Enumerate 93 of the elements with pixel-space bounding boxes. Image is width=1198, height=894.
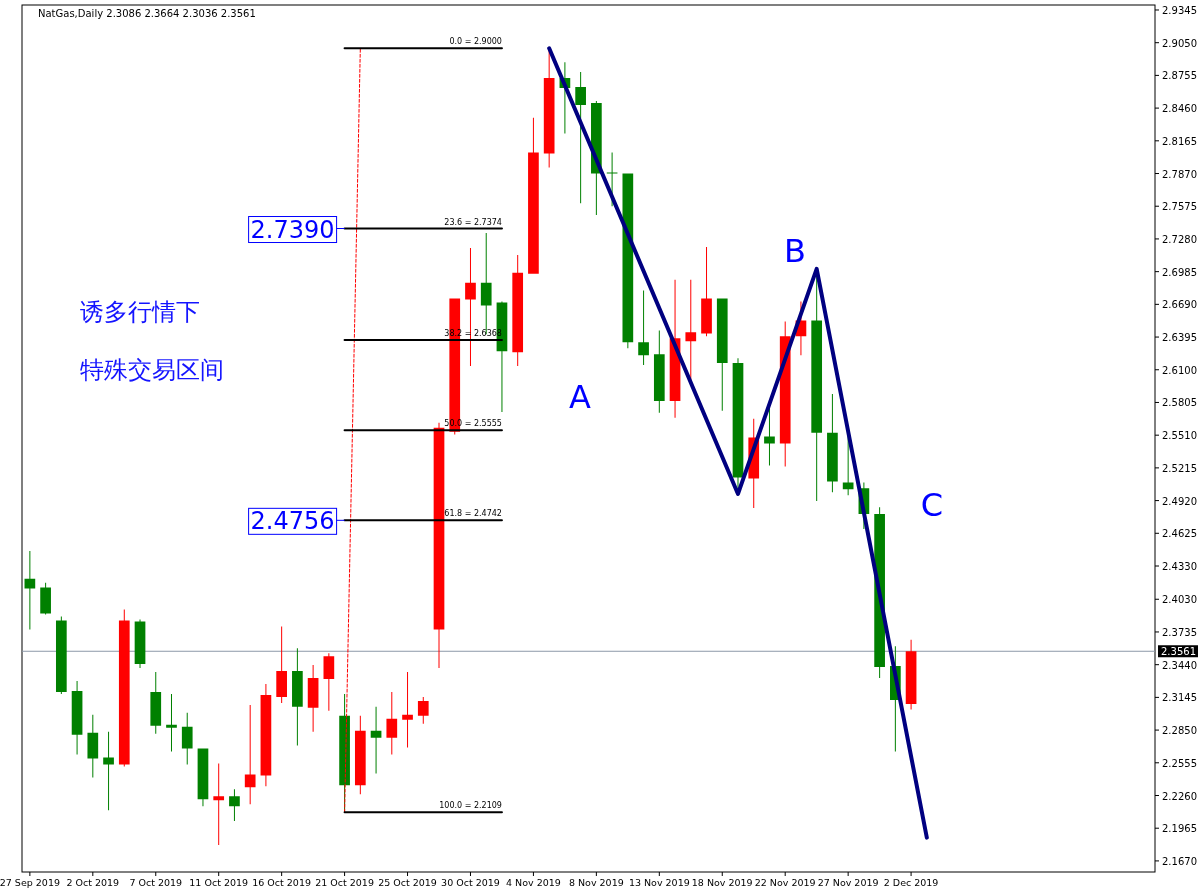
candlestick [181,712,193,765]
y-tick-label: 2.3145 [1162,692,1197,704]
y-tick-label: 2.3440 [1162,659,1197,671]
candlestick [55,616,67,694]
x-tick-label: 7 Oct 2019 [129,877,183,888]
y-tick-label: 2.3735 [1162,626,1197,638]
candlestick [701,246,712,337]
candlestick [638,290,649,366]
x-tick-label: 27 Nov 2019 [817,877,879,888]
y-tick-label: 2.8460 [1162,103,1197,115]
candlestick [118,609,130,767]
y-tick-label: 2.2850 [1162,725,1197,737]
y-tick-label: 2.4330 [1162,561,1197,572]
candlestick [40,582,51,615]
candlestick [323,653,335,711]
x-tick-label: 27 Sep 2019 [0,877,60,888]
y-tick-label: 2.6985 [1162,266,1197,278]
candlestick [402,672,413,748]
x-tick-label: 30 Oct 2019 [441,877,500,888]
y-tick-label: 2.6395 [1162,332,1197,344]
annotation: 2.4756 [250,507,335,536]
x-tick-label: 4 Nov 2019 [506,877,561,888]
y-tick-label: 2.5215 [1162,462,1197,474]
chart-title: NatGas,Daily 2.3086 2.3664 2.3036 2.3561 [38,8,256,19]
candlestick [213,763,225,845]
annotation: A [569,378,592,416]
candlestick [292,648,303,746]
x-tick-label: 2 Oct 2019 [66,877,120,888]
candlestick [307,665,319,732]
annotation: 61.8 = 2.4742 [444,509,502,519]
candlestick [166,693,177,752]
candlestick [134,619,146,669]
annotation: 100.0 = 2.2109 [439,801,502,811]
y-tick-label: 2.5510 [1162,430,1197,442]
x-tick-label: 11 Oct 2019 [189,877,249,888]
x-tick-label: 13 Nov 2019 [628,877,690,888]
y-tick-label: 2.2555 [1162,757,1197,769]
y-tick-label: 2.7870 [1162,168,1197,180]
candlestick [653,330,665,413]
y-tick-label: 2.8165 [1162,135,1197,147]
candlestick [433,422,445,668]
x-tick-label: 21 Oct 2019 [315,877,374,888]
candlestick [575,72,586,204]
annotation: 23.6 = 2.7374 [444,217,502,227]
candlestick [512,254,524,367]
y-tick-label: 2.4625 [1162,528,1197,540]
candlestick [370,706,382,774]
y-tick-label: 2.2260 [1162,790,1197,802]
y-tick-label: 2.9050 [1162,37,1197,49]
candlestick [87,714,99,778]
annotation: 特殊交易区间 [80,356,224,384]
y-tick-label: 2.5805 [1162,397,1197,409]
x-tick-label: 25 Oct 2019 [378,877,437,888]
annotation: B [784,232,806,270]
candlestick [244,704,256,805]
x-tick-label: 16 Oct 2019 [252,877,312,888]
y-tick-label: 2.6100 [1162,364,1197,376]
y-tick-label: 2.6690 [1162,299,1197,311]
candlestick [260,683,272,787]
x-tick-label: 18 Nov 2019 [691,877,753,888]
candlestick [764,407,775,466]
y-tick-label: 2.8755 [1162,70,1197,82]
candlestick [71,681,83,755]
candlestick [905,639,917,710]
candlestick [465,247,476,367]
candlestick [229,789,240,821]
candlestick [716,298,728,411]
annotation: 诱多行情下 [80,298,200,326]
candlestick [354,715,366,795]
candlestick [528,117,539,274]
y-tick-label: 2.7280 [1162,233,1197,245]
y-tick-label: 2.4920 [1162,495,1197,507]
y-tick-label: 2.1670 [1162,855,1197,867]
y-tick-label: 2.4030 [1162,594,1197,606]
candlestick [276,626,287,703]
annotation: 2.7390 [250,215,335,244]
candlestick [622,173,634,349]
annotation: C [920,486,944,524]
candlestick [386,691,398,755]
candlestick [103,731,114,811]
annotation: 0.0 = 2.9000 [449,37,502,47]
candlestick [197,748,209,807]
ref-line-label: 2.3561 [1161,646,1196,658]
y-tick-label: 2.7575 [1162,201,1197,213]
candlestick [24,550,36,630]
candlestick [827,393,838,493]
x-tick-label: 2 Dec 2019 [883,877,939,888]
y-tick-label: 2.1965 [1162,823,1197,835]
candlestick [417,696,429,724]
candlestick [150,672,162,734]
x-tick-label: 22 Nov 2019 [754,877,816,888]
x-tick-label: 8 Nov 2019 [568,877,624,888]
y-tick-label: 2.9345 [1162,4,1197,16]
